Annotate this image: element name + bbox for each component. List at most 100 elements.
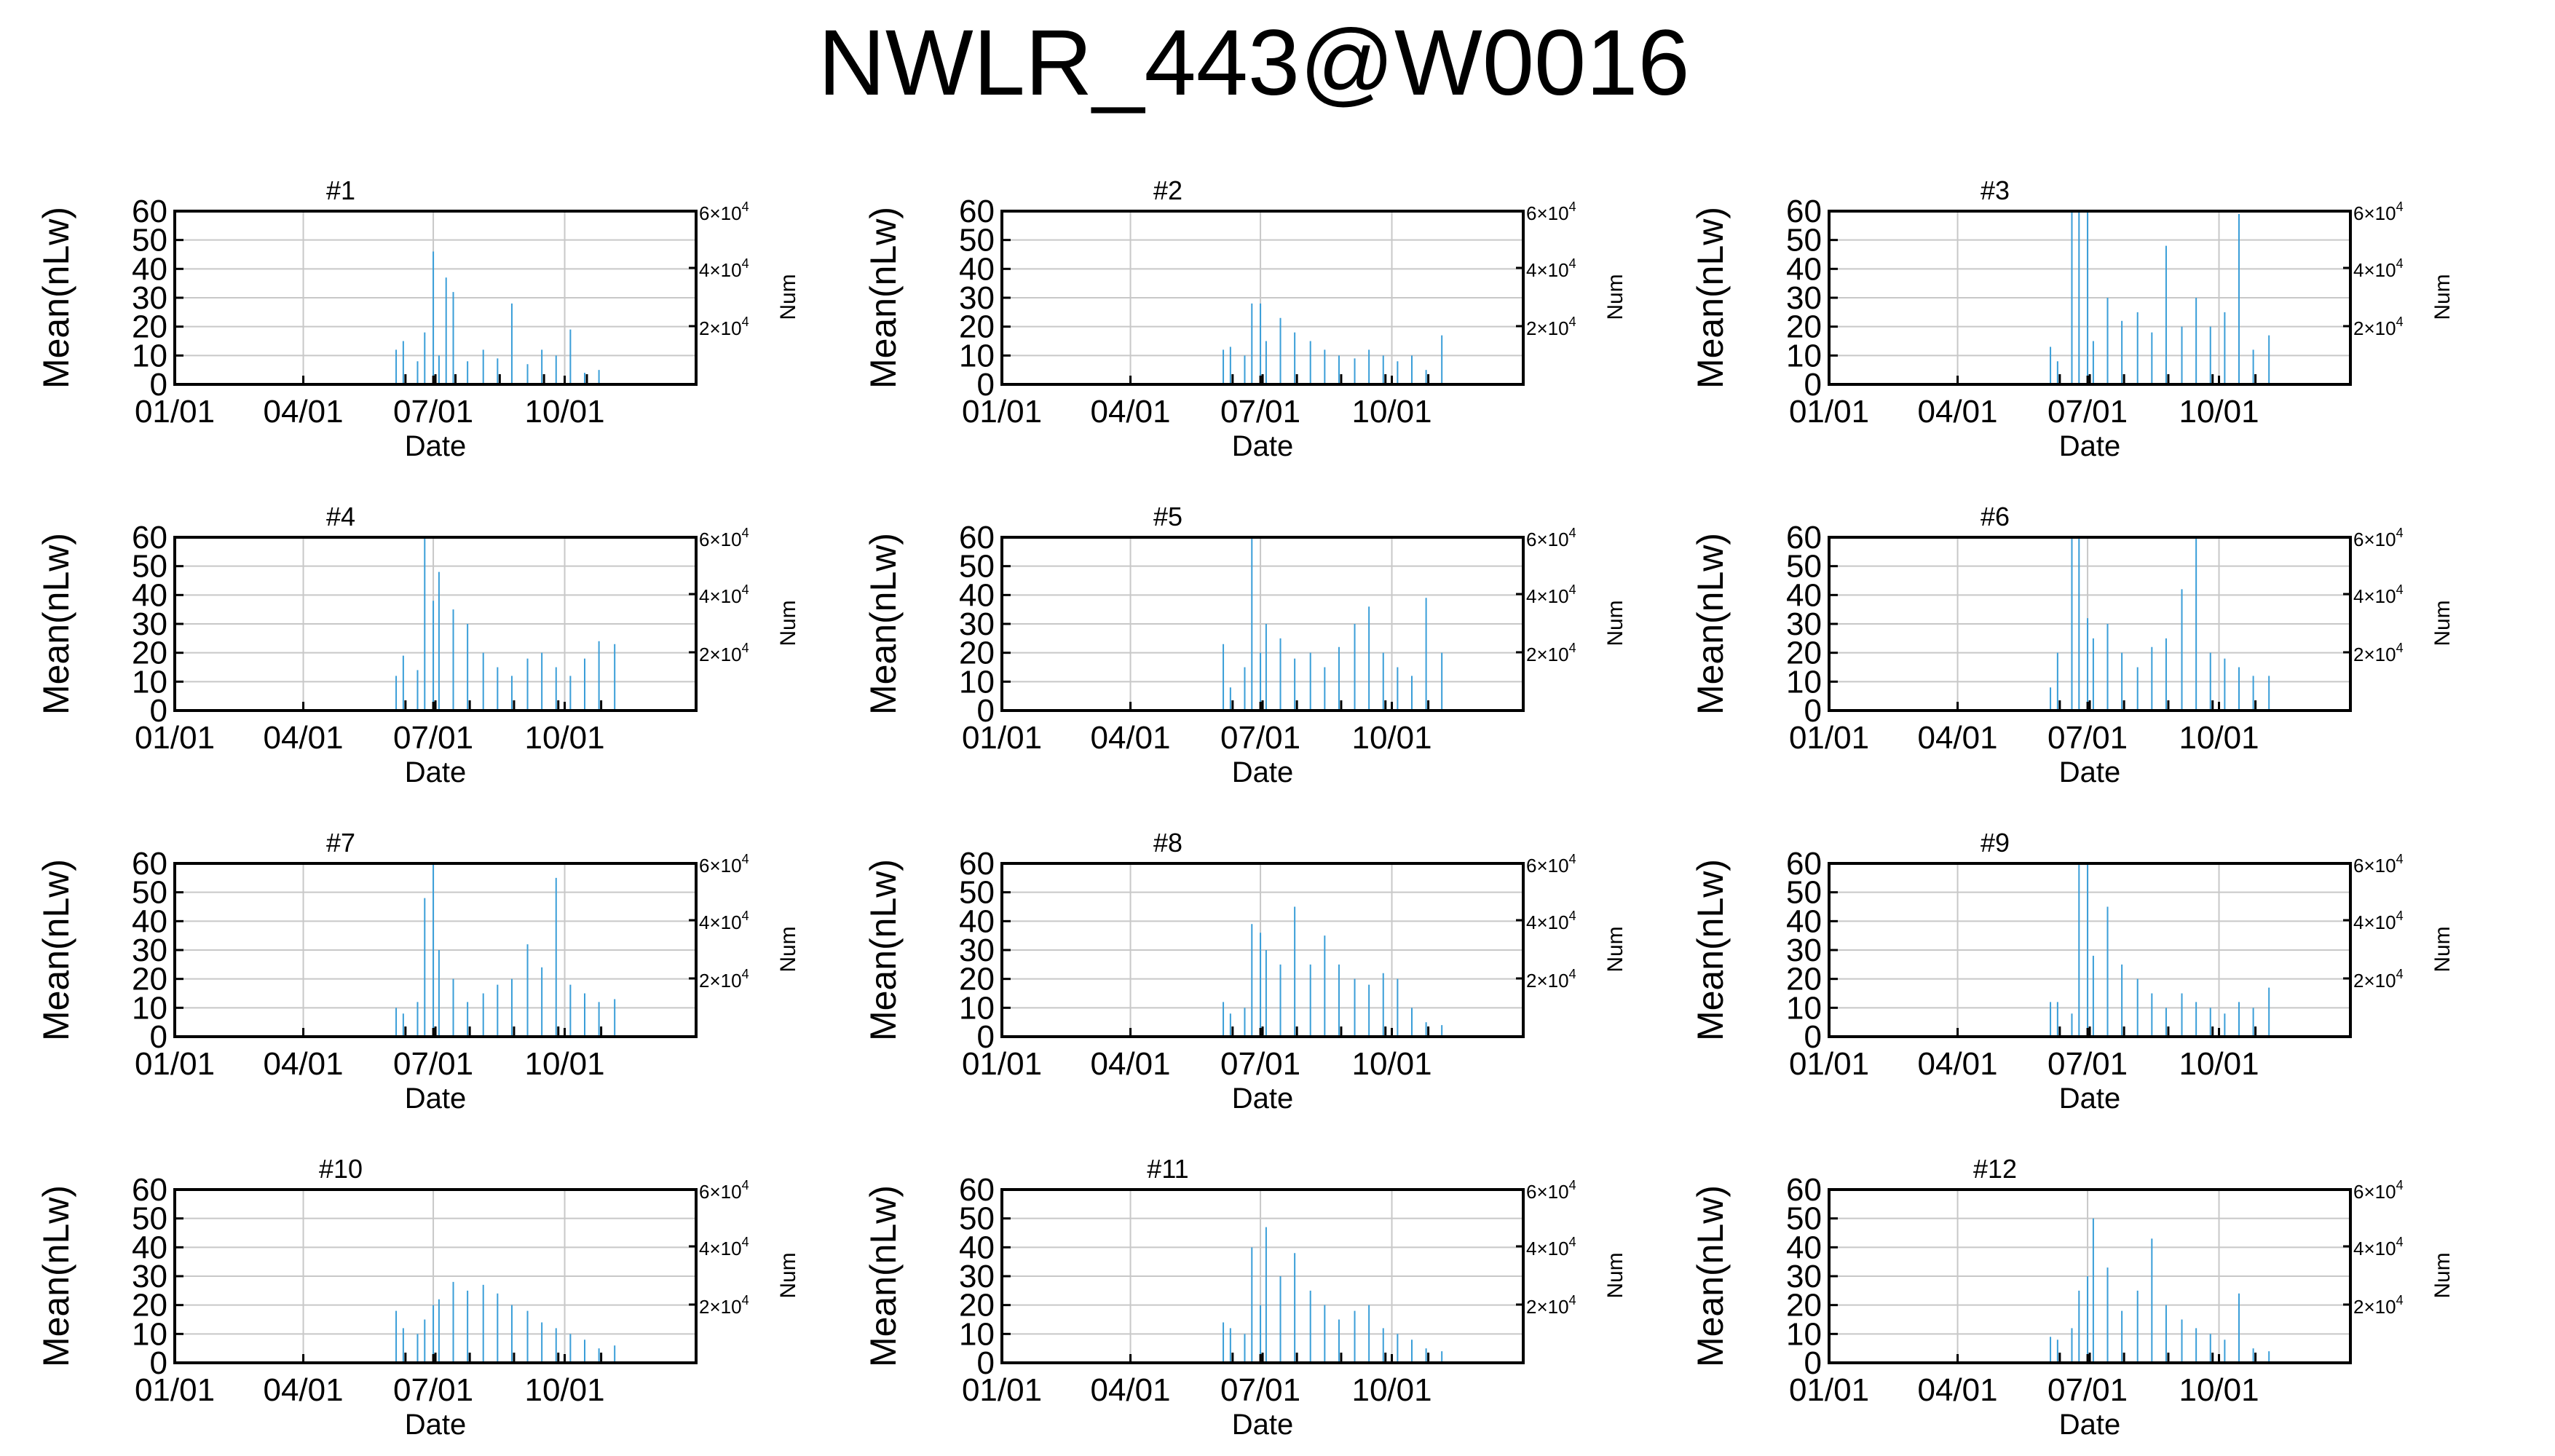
y2-tick-times: ×10 (1536, 529, 1568, 550)
y-tick-label: 40 (1786, 251, 1822, 287)
y-tick-label: 20 (1786, 309, 1822, 345)
y-tick-label: 60 (132, 1172, 167, 1208)
y2-tick-mantissa: 2 (1526, 1296, 1536, 1318)
y-tick-label: 30 (959, 280, 995, 316)
y2-tick-mantissa: 2 (699, 644, 709, 665)
panel-title: #4 (326, 502, 355, 531)
x-tick-label: 07/01 (393, 720, 473, 756)
y2-tick-times: ×10 (1536, 644, 1568, 665)
x-tick-label: 10/01 (1351, 1046, 1431, 1082)
y2-tick-exponent: 4 (1569, 852, 1576, 866)
x-tick-label: 01/01 (135, 1046, 215, 1082)
y2-axis-label: Num (1603, 1252, 1627, 1298)
x-axis-label: Date (1232, 430, 1294, 462)
y-tick-label: 60 (959, 194, 995, 229)
y2-tick-label: 6×104 (1526, 526, 1576, 550)
y2-tick-times: ×10 (709, 970, 741, 992)
y-tick-label: 0 (150, 1019, 167, 1055)
y2-tick-mantissa: 6 (1526, 855, 1536, 877)
y-tick-label: 60 (959, 520, 995, 555)
x-tick-label: 07/01 (2047, 1372, 2128, 1408)
y-tick-label: 50 (1786, 1201, 1822, 1237)
y2-tick-mantissa: 4 (2353, 585, 2364, 607)
x-tick-label: 10/01 (2179, 1046, 2259, 1082)
y-tick-label: 40 (959, 251, 995, 287)
y-axis-label: Mean(nLw) (863, 859, 904, 1041)
y2-tick-label: 4×104 (699, 909, 749, 933)
y2-tick-exponent: 4 (2396, 1178, 2404, 1192)
y-tick-label: 30 (1786, 606, 1822, 642)
y2-tick-times: ×10 (709, 855, 741, 877)
y-tick-label: 10 (132, 664, 167, 700)
y-tick-label: 60 (959, 1172, 995, 1208)
y2-tick-exponent: 4 (2396, 967, 2404, 981)
x-tick-label: 04/01 (1917, 394, 1997, 430)
y-tick-label: 0 (977, 693, 995, 729)
y2-tick-label: 2×104 (1526, 967, 1576, 992)
y2-tick-label: 6×104 (1526, 1178, 1576, 1203)
y-tick-label: 50 (959, 223, 995, 258)
y-tick-label: 0 (1804, 693, 1822, 729)
y-tick-label: 60 (1786, 846, 1822, 882)
x-tick-label: 07/01 (2047, 1046, 2128, 1082)
panel-title: #12 (1973, 1154, 2017, 1184)
x-tick-label: 04/01 (1090, 720, 1170, 756)
y-tick-label: 10 (1786, 990, 1822, 1026)
y-tick-label: 40 (959, 903, 995, 939)
y2-tick-mantissa: 2 (699, 1296, 709, 1318)
y-tick-label: 60 (1786, 194, 1822, 229)
y2-tick-times: ×10 (2364, 855, 2396, 877)
y2-tick-mantissa: 6 (2353, 855, 2364, 877)
y2-tick-mantissa: 6 (1526, 1181, 1536, 1203)
y2-axis-label: Num (2430, 1252, 2455, 1298)
y-tick-label: 40 (132, 903, 167, 939)
panel-title: #5 (1153, 502, 1182, 531)
y-tick-label: 60 (1786, 1172, 1822, 1208)
y-axis-label: Mean(nLw) (863, 533, 904, 715)
y2-tick-times: ×10 (709, 317, 741, 339)
y-tick-label: 10 (132, 990, 167, 1026)
y-axis-label: Mean(nLw) (36, 859, 76, 1041)
y-tick-label: 10 (1786, 338, 1822, 373)
y2-axis-label: Num (2430, 926, 2455, 972)
y2-tick-label: 4×104 (699, 1235, 749, 1259)
y2-tick-label: 6×104 (2353, 199, 2404, 224)
x-axis-label: Date (1232, 1409, 1294, 1441)
y2-tick-label: 2×104 (2353, 641, 2404, 665)
y2-tick-label: 4×104 (699, 256, 749, 281)
y2-tick-label: 4×104 (1526, 909, 1576, 933)
y-tick-label: 50 (1786, 223, 1822, 258)
y2-tick-exponent: 4 (2396, 909, 2404, 923)
y-tick-label: 30 (959, 1259, 995, 1294)
y2-tick-label: 6×104 (1526, 852, 1576, 877)
y2-tick-times: ×10 (709, 911, 741, 933)
y2-tick-times: ×10 (1536, 259, 1568, 281)
x-tick-label: 10/01 (2179, 1372, 2259, 1408)
y2-tick-times: ×10 (709, 529, 741, 550)
y2-tick-mantissa: 6 (1526, 202, 1536, 224)
panel-title: #8 (1153, 828, 1182, 858)
x-tick-label: 10/01 (524, 720, 604, 756)
y-axis-label: Mean(nLw) (1690, 207, 1731, 389)
x-axis-label: Date (405, 756, 467, 788)
y-tick-label: 10 (132, 338, 167, 373)
y-tick-label: 40 (132, 577, 167, 613)
y-tick-label: 0 (977, 1345, 995, 1381)
x-tick-label: 04/01 (263, 1046, 343, 1082)
y-tick-label: 30 (132, 606, 167, 642)
x-tick-label: 10/01 (2179, 720, 2259, 756)
y2-tick-label: 6×104 (699, 526, 749, 550)
y2-tick-exponent: 4 (1569, 1235, 1576, 1249)
y2-axis-label: Num (776, 274, 800, 320)
y-tick-label: 0 (150, 367, 167, 403)
y-tick-label: 40 (1786, 903, 1822, 939)
y2-tick-label: 4×104 (699, 582, 749, 607)
x-tick-label: 04/01 (263, 720, 343, 756)
y-tick-label: 20 (132, 309, 167, 345)
y2-tick-mantissa: 4 (2353, 259, 2364, 281)
y2-tick-mantissa: 6 (699, 529, 709, 550)
